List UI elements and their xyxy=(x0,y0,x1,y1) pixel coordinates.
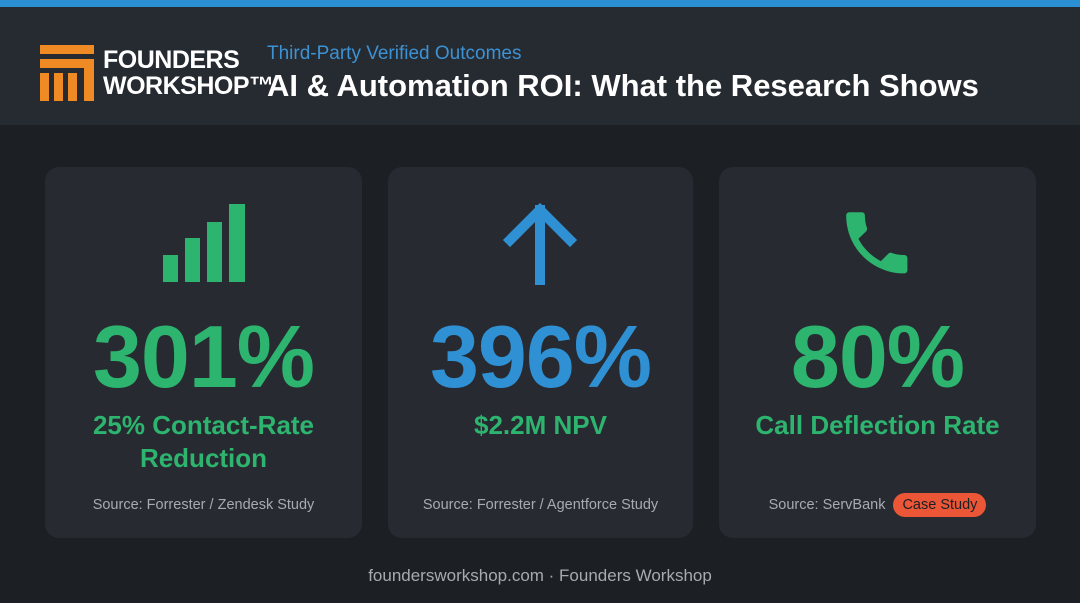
stat-label: $2.2M NPV xyxy=(474,410,607,440)
stat-value: 396% xyxy=(429,307,652,406)
logo-icon xyxy=(40,45,94,101)
header: FOUNDERS WORKSHOP™ Third-Party Verified … xyxy=(0,7,1080,125)
stat-label: Call Deflection Rate xyxy=(755,410,1000,440)
stat-value: 80% xyxy=(790,307,965,406)
footer: foundersworkshop.com · Founders Workshop xyxy=(368,566,712,585)
subtitle: Third-Party Verified Outcomes xyxy=(267,43,522,64)
top-bar xyxy=(0,0,1080,7)
stat-source: Source: Forrester / Zendesk Study xyxy=(92,497,315,513)
stat-source-row: Source: ServBank Case Study xyxy=(719,493,1036,517)
logo-line: FOUNDERS xyxy=(103,46,240,74)
title: AI & Automation ROI: What the Research S… xyxy=(267,68,979,103)
badge: Case Study xyxy=(893,493,987,517)
arrow-up-icon xyxy=(502,202,578,285)
phone-icon xyxy=(846,212,908,274)
stat-source: Source: Forrester / Agentforce Study xyxy=(422,497,659,513)
stat-card: 396% $2.2M NPV Source: Forrester / Agent… xyxy=(388,167,693,538)
stat-card: 80% Call Deflection Rate Source: ServBan… xyxy=(719,167,1036,538)
stat-source: Source: ServBank xyxy=(768,497,886,513)
stat-label: 25% Contact-Rate Reduction xyxy=(92,410,315,473)
logo-text: FOUNDERS WORKSHOP™ xyxy=(103,47,274,99)
bar-chart-icon xyxy=(163,204,245,282)
stat-value: 301% xyxy=(92,307,315,406)
stat-card: 301% 25% Contact-Rate Reduction Source: … xyxy=(45,167,362,538)
logo-line: WORKSHOP™ xyxy=(103,72,274,100)
